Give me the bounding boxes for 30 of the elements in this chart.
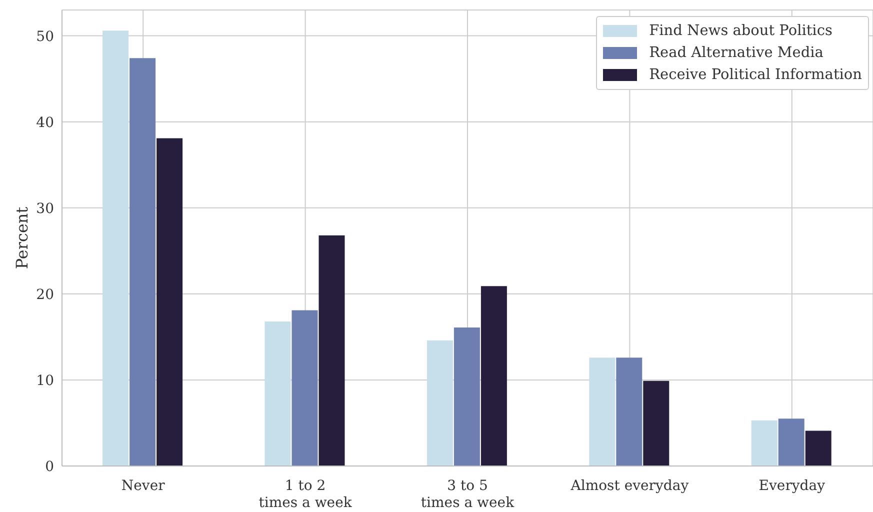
- x-tick-label: Never: [121, 478, 166, 494]
- bar: [292, 310, 318, 466]
- y-axis-title: Percent: [12, 206, 32, 270]
- bar: [264, 321, 291, 466]
- bar: [805, 430, 832, 466]
- y-tick-label: 10: [36, 372, 54, 389]
- x-tick-label: Everyday: [758, 478, 826, 494]
- x-tick-label: 3 to 5 times a week: [420, 478, 515, 511]
- x-tick-label: 1 to 2 times a week: [258, 478, 352, 511]
- bar: [454, 327, 480, 466]
- bar: [616, 358, 642, 466]
- bar: [318, 235, 345, 466]
- bar: [480, 286, 507, 466]
- y-tick-label: 50: [36, 28, 54, 45]
- bar: [643, 380, 670, 466]
- y-tick-label: 0: [45, 458, 54, 475]
- legend-label: Receive Political Information: [649, 67, 862, 83]
- bar: [778, 418, 804, 466]
- y-tick-label: 30: [36, 200, 54, 217]
- bar: [102, 30, 129, 466]
- bar: [589, 358, 616, 466]
- x-tick-label: Almost everyday: [570, 478, 689, 494]
- legend-label: Read Alternative Media: [649, 45, 824, 61]
- bar: [426, 340, 453, 466]
- legend-label: Find News about Politics: [649, 23, 832, 39]
- bar: [751, 420, 778, 466]
- bar: [156, 138, 183, 466]
- bar: [130, 58, 156, 466]
- y-tick-label: 40: [36, 114, 54, 131]
- y-tick-label: 20: [36, 286, 54, 303]
